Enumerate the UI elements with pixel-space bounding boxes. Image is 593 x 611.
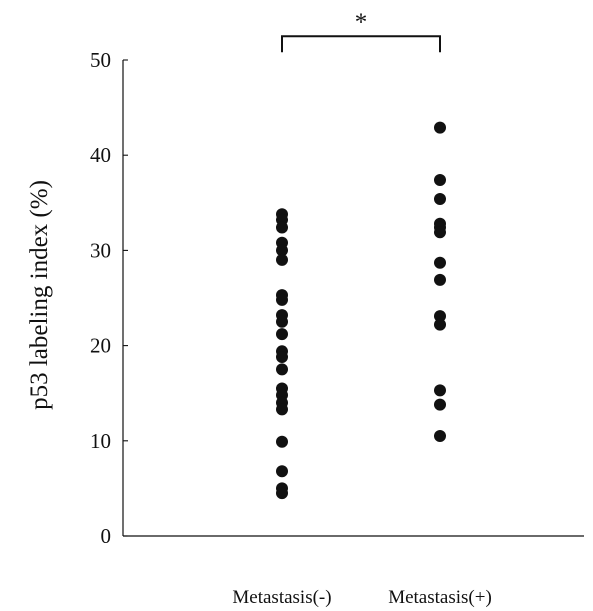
x-axis: Metastasis(-) Metastasis(+) — [123, 535, 584, 608]
y-axis-label: p53 labeling index (%) — [26, 180, 53, 410]
data-point — [434, 173, 446, 186]
data-point — [434, 256, 446, 269]
data-point — [434, 398, 446, 411]
x-category-label: Metastasis(+) — [388, 587, 492, 608]
data-points-layer — [276, 121, 446, 500]
y-tick-label: 20 — [90, 334, 111, 358]
data-point — [276, 315, 288, 328]
y-tick-label: 0 — [101, 524, 112, 548]
data-point — [276, 293, 288, 306]
data-point — [434, 318, 446, 331]
data-point — [276, 465, 288, 478]
data-point — [434, 384, 446, 397]
y-tick-label: 10 — [90, 429, 111, 453]
significance-bracket — [281, 35, 441, 53]
x-category-label: Metastasis(-) — [232, 587, 331, 608]
data-point — [276, 351, 288, 364]
data-point — [434, 310, 446, 323]
data-point — [276, 244, 288, 257]
data-point — [434, 192, 446, 205]
y-axis: 0 10 20 30 40 50 — [90, 48, 128, 548]
y-tick-label: 50 — [90, 48, 111, 72]
data-point — [276, 487, 288, 500]
data-point — [276, 403, 288, 416]
data-point — [276, 253, 288, 266]
data-point — [276, 328, 288, 341]
data-point — [276, 363, 288, 376]
y-tick-label: 30 — [90, 238, 111, 262]
data-point — [434, 121, 446, 134]
data-point — [276, 435, 288, 448]
significance-annotation-layer: * — [281, 9, 441, 53]
significance-star: * — [355, 9, 368, 36]
y-tick-label: 40 — [90, 143, 111, 167]
data-point — [434, 226, 446, 239]
data-point — [434, 273, 446, 286]
data-point — [276, 221, 288, 234]
data-point — [434, 430, 446, 443]
